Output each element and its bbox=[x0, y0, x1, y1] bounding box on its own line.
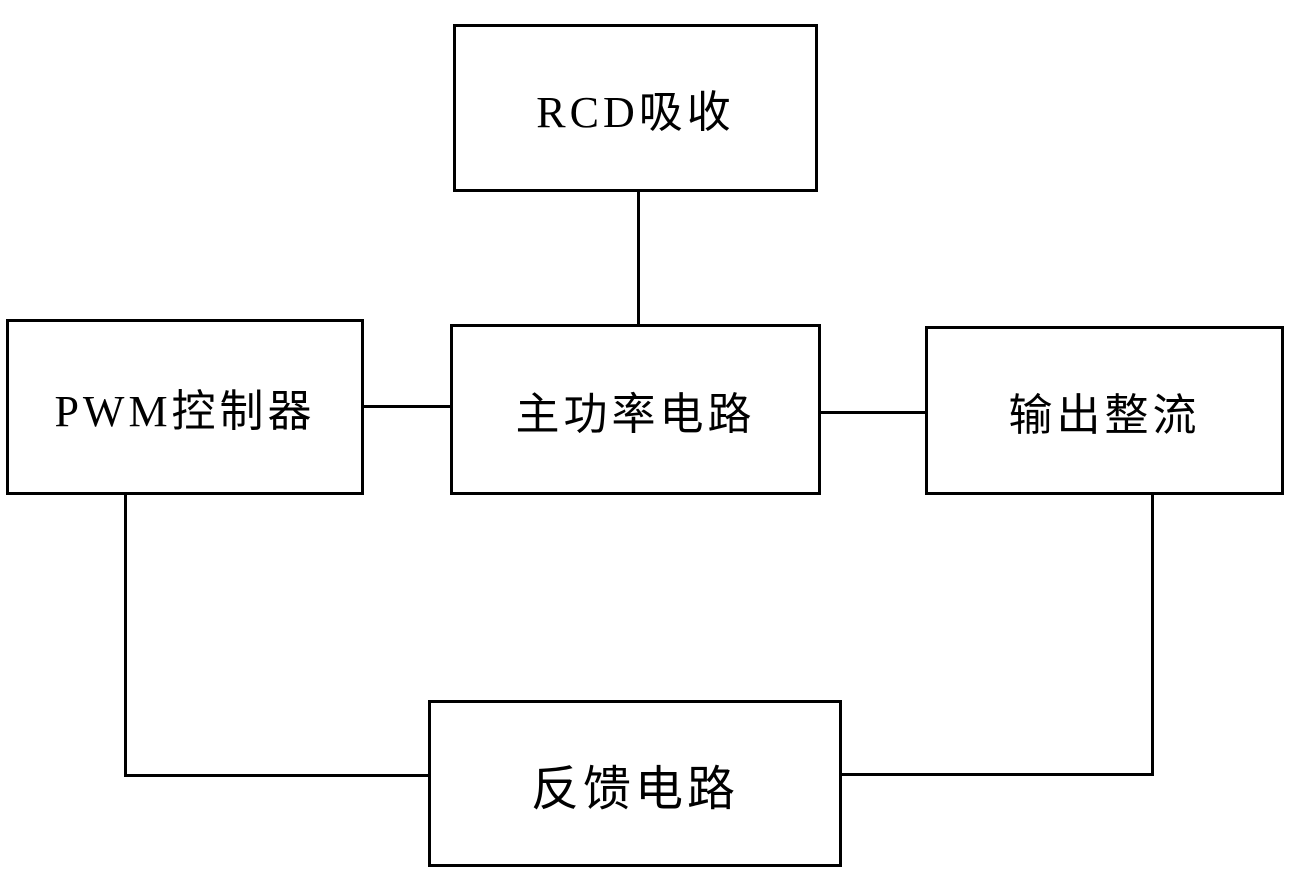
edge-main-output bbox=[821, 411, 925, 414]
edge-pwm-feedback-h bbox=[124, 774, 428, 777]
node-pwm-label: PWM控制器 bbox=[54, 375, 315, 439]
node-rcd-label: RCD吸收 bbox=[536, 76, 734, 140]
edge-rcd-main bbox=[637, 192, 640, 324]
edge-pwm-feedback-v bbox=[124, 495, 127, 777]
node-main: 主功率电路 bbox=[450, 324, 821, 495]
edge-output-feedback-h bbox=[842, 773, 1154, 776]
node-output: 输出整流 bbox=[925, 326, 1284, 495]
node-feedback-label: 反馈电路 bbox=[531, 749, 739, 819]
node-output-label: 输出整流 bbox=[1009, 379, 1201, 443]
node-feedback: 反馈电路 bbox=[428, 700, 842, 867]
node-main-label: 主功率电路 bbox=[516, 378, 756, 442]
node-pwm: PWM控制器 bbox=[6, 319, 364, 495]
node-rcd: RCD吸收 bbox=[453, 24, 818, 192]
edge-output-feedback-v bbox=[1151, 495, 1154, 776]
edge-pwm-main bbox=[364, 405, 450, 408]
